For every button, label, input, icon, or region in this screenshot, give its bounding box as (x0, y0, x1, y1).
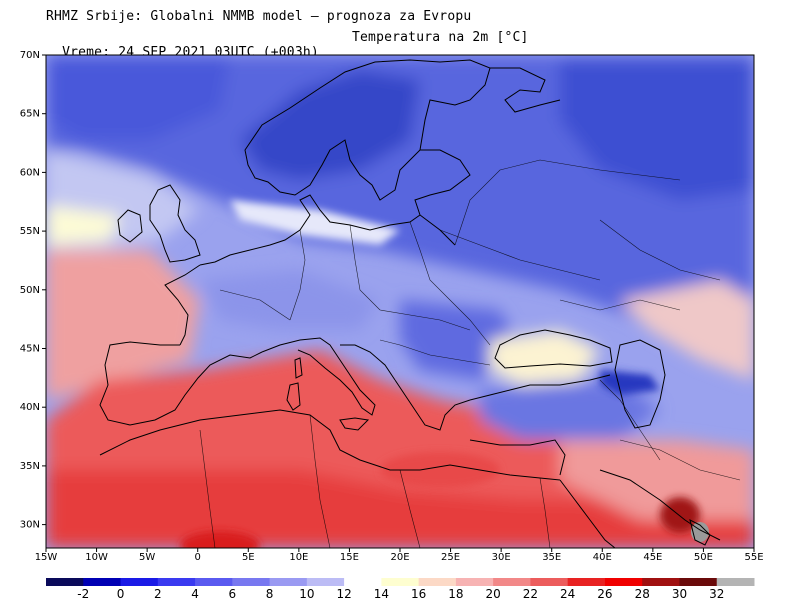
legend-label: 14 (374, 587, 389, 600)
legend-swatch (232, 578, 271, 586)
temperature-field (46, 55, 754, 548)
legend-swatch (381, 578, 420, 586)
legend-swatch (493, 578, 531, 586)
legend-swatch (157, 578, 196, 586)
legend-swatch (716, 578, 755, 586)
legend-label: 4 (191, 587, 199, 600)
legend-swatch (418, 578, 457, 586)
legend-swatch (195, 578, 233, 586)
lon-label: 0 (195, 552, 201, 563)
lon-label: 45E (643, 552, 662, 563)
legend-swatch (642, 578, 680, 586)
legend-swatch (530, 578, 569, 586)
variable-label: Temperatura na 2m [°C] (352, 30, 529, 45)
legend-label: 32 (709, 587, 724, 600)
legend-label: 10 (299, 587, 314, 600)
legend-label: 30 (672, 587, 687, 600)
legend-label: 12 (336, 587, 351, 600)
country-borders (199, 159, 741, 548)
lon-label: 55E (744, 552, 763, 563)
legend-label: 20 (486, 587, 501, 600)
legend-label: 8 (266, 587, 274, 600)
legend-label: -2 (77, 587, 89, 600)
legend-swatch (344, 578, 382, 586)
lat-label: 50N (20, 285, 40, 296)
legend-label: 28 (635, 587, 650, 600)
lon-label: 15W (35, 552, 58, 563)
lon-label: 10W (85, 552, 108, 563)
lon-label: 5W (139, 552, 155, 563)
legend-swatch (46, 578, 84, 586)
lat-label: 70N (20, 50, 40, 61)
legend-label: 6 (228, 587, 236, 600)
legend-label: 18 (448, 587, 463, 600)
legend-label: 16 (411, 587, 426, 600)
map-title: RHMZ Srbije: Globalni NMMB model — progn… (46, 9, 472, 24)
legend-swatch (455, 578, 494, 586)
legend-label: 22 (523, 587, 538, 600)
lon-label: 5E (242, 552, 255, 563)
lon-label: 50E (694, 552, 713, 563)
legend-label: 0 (117, 587, 125, 600)
legend-swatch (604, 578, 643, 586)
lat-label: 45N (20, 344, 40, 355)
lat-label: 55N (20, 226, 40, 237)
lat-label: 30N (20, 520, 40, 531)
lat-label: 35N (20, 461, 40, 472)
lat-label: 40N (20, 402, 40, 413)
lon-label: 35E (542, 552, 561, 563)
legend-label: 26 (597, 587, 612, 600)
legend-swatch (269, 578, 308, 586)
lon-label: 25E (441, 552, 460, 563)
legend-swatch (83, 578, 122, 586)
lon-label: 15E (340, 552, 359, 563)
lon-label: 30E (492, 552, 511, 563)
lon-label: 20E (390, 552, 409, 563)
lat-label: 65N (20, 109, 40, 120)
legend-label: 24 (560, 587, 575, 600)
lon-label: 40E (593, 552, 612, 563)
lon-label: 10E (289, 552, 308, 563)
lat-label: 60N (20, 167, 40, 178)
legend-swatch (120, 578, 159, 586)
legend-label: 2 (154, 587, 162, 600)
legend-swatch (567, 578, 606, 586)
legend-swatch (679, 578, 718, 586)
coastlines (99, 59, 721, 548)
legend-swatch (306, 578, 345, 586)
axis-ticks: 70N 65N 60N 55N 50N 45N 40N 35N 30N 15W 10W 5W 0 5E 10… (20, 50, 764, 563)
